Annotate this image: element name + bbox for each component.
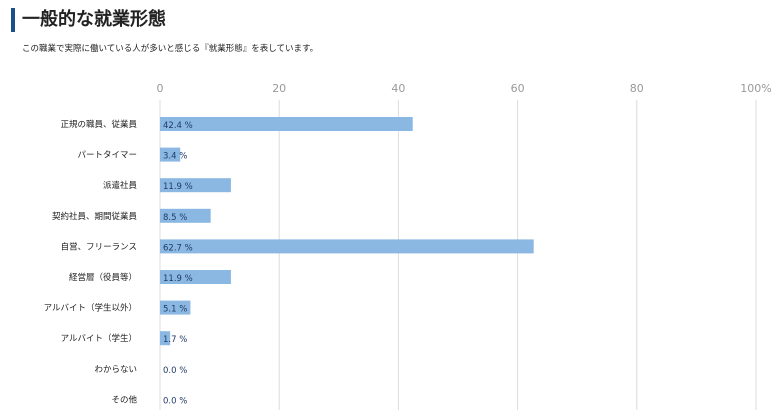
title-accent-bar xyxy=(11,8,15,32)
value-label: 0.0 % xyxy=(163,366,187,376)
category-label: その他 xyxy=(111,394,137,405)
category-label: 正規の職員、従業員 xyxy=(60,119,137,130)
x-tick-label: 60 xyxy=(511,82,525,95)
category-label: 自営、フリーランス xyxy=(61,241,137,252)
category-label: 契約社員、期間従業員 xyxy=(52,211,138,222)
x-tick-label: 100% xyxy=(740,82,771,95)
chart-description: この職業で実際に働いている人が多いと感じる『就業形態』を表しています。 xyxy=(22,44,319,54)
category-label: 派遣社員 xyxy=(103,180,138,191)
x-tick-label: 20 xyxy=(272,82,286,95)
bar xyxy=(160,239,534,254)
category-label: わからない xyxy=(94,365,137,375)
value-label: 8.5 % xyxy=(163,213,187,223)
value-label: 0.0 % xyxy=(163,396,187,406)
value-label: 1.7 % xyxy=(163,335,187,345)
bar xyxy=(160,208,211,223)
category-label: 経営層（役員等） xyxy=(69,272,137,283)
value-label: 5.1 % xyxy=(163,305,187,315)
value-label: 42.4 % xyxy=(163,121,193,131)
bar xyxy=(160,270,231,284)
bar xyxy=(160,147,181,162)
bar xyxy=(160,300,191,315)
bar xyxy=(160,331,171,346)
bar xyxy=(160,117,413,131)
value-label: 3.4 % xyxy=(163,152,187,162)
category-label: アルバイト（学生） xyxy=(61,333,137,344)
value-label: 62.7 % xyxy=(163,243,193,253)
x-tick-label: 80 xyxy=(630,82,644,95)
category-label: アルバイト（学生以外） xyxy=(44,303,137,314)
category-label: パートタイマー xyxy=(77,151,137,161)
page-title: 一般的な就業形態 xyxy=(22,9,166,30)
bar xyxy=(160,178,231,193)
x-tick-label: 40 xyxy=(391,82,405,95)
value-label: 11.9 % xyxy=(163,182,193,192)
x-tick-label: 0 xyxy=(157,82,164,95)
value-label: 11.9 % xyxy=(163,274,193,284)
